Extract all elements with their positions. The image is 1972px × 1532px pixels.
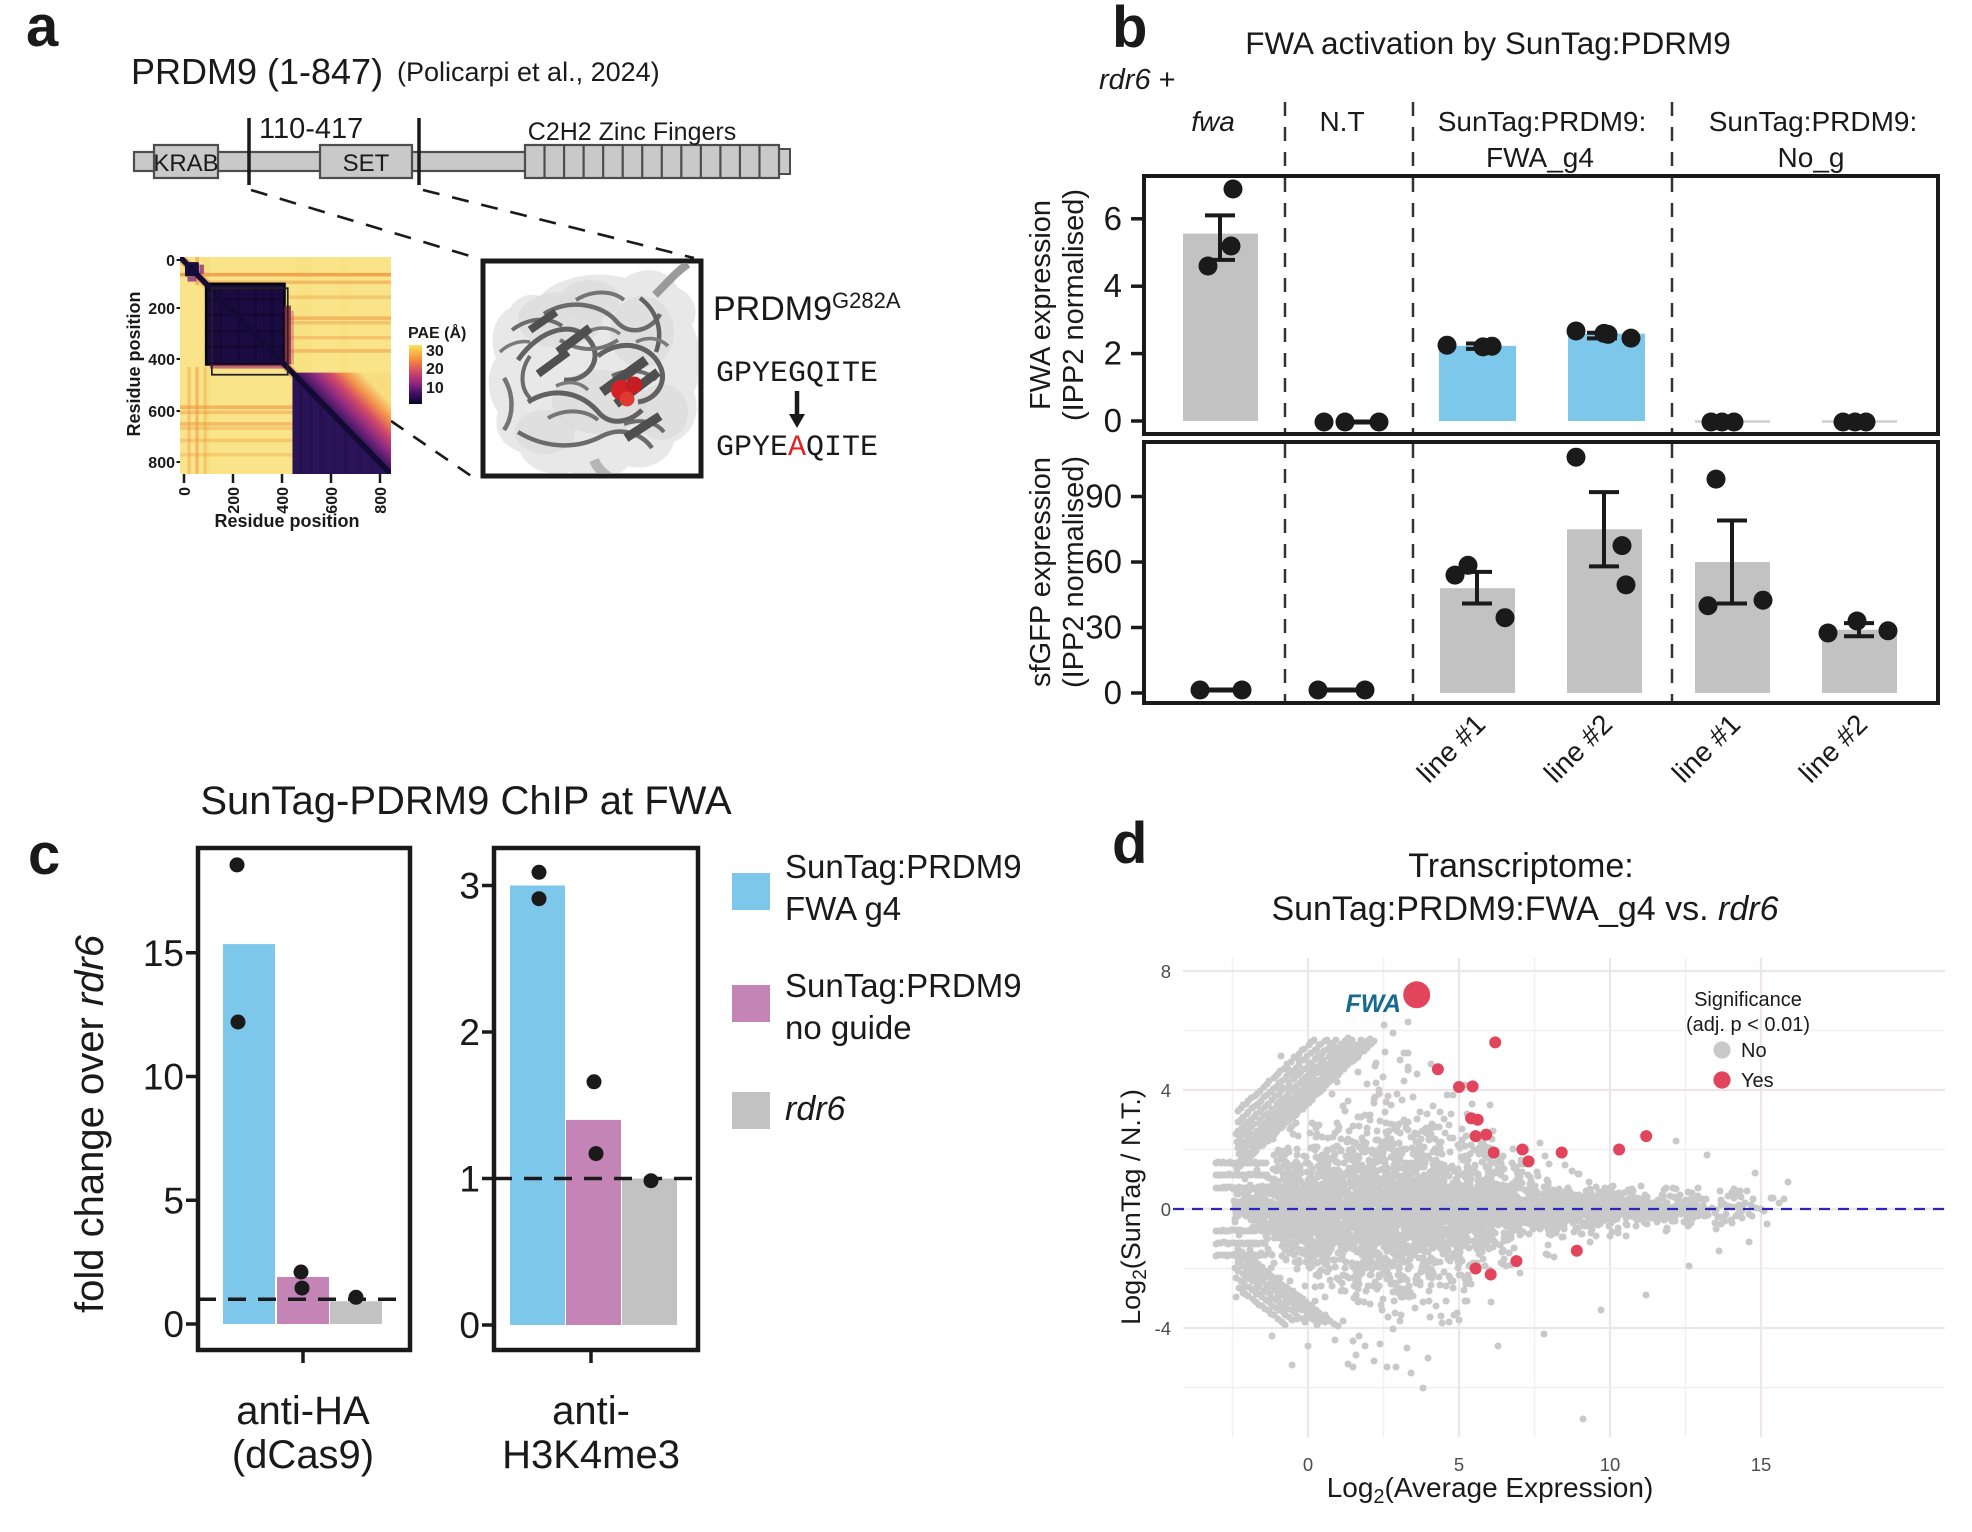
svg-text:30: 30 xyxy=(1085,609,1122,646)
svg-text:0: 0 xyxy=(1104,402,1122,439)
svg-text:0: 0 xyxy=(1104,674,1122,711)
svg-text:GPYEAQITE: GPYEAQITE xyxy=(716,431,878,465)
svg-text:FWA_g4: FWA_g4 xyxy=(1486,142,1594,173)
svg-text:Residue position: Residue position xyxy=(124,291,144,436)
svg-text:SunTag-PDRM9 ChIP at FWA: SunTag-PDRM9 ChIP at FWA xyxy=(200,779,732,823)
svg-text:SET: SET xyxy=(343,150,390,177)
svg-text:20: 20 xyxy=(426,361,444,378)
svg-text:8: 8 xyxy=(1161,961,1171,982)
svg-text:FWA g4: FWA g4 xyxy=(785,890,901,927)
svg-text:0: 0 xyxy=(163,1304,184,1345)
svg-text:(IPP2 normalised): (IPP2 normalised) xyxy=(1058,189,1090,421)
svg-text:Transcriptome:: Transcriptome: xyxy=(1408,847,1633,885)
svg-text:Yes: Yes xyxy=(1741,1070,1774,1092)
svg-text:5: 5 xyxy=(1454,1454,1464,1475)
svg-text:fold change over rdr6: fold change over rdr6 xyxy=(68,934,112,1313)
svg-text:4: 4 xyxy=(1161,1080,1171,1101)
svg-text:d: d xyxy=(1112,811,1147,876)
svg-text:10: 10 xyxy=(1600,1454,1621,1475)
svg-text:15: 15 xyxy=(143,933,184,974)
svg-text:(IPP2 normalised): (IPP2 normalised) xyxy=(1058,456,1090,688)
svg-text:No: No xyxy=(1741,1040,1767,1062)
svg-text:15: 15 xyxy=(1751,1454,1772,1475)
svg-text:Log2(SunTag / N.T.): Log2(SunTag / N.T.) xyxy=(1116,1089,1151,1325)
svg-text:SunTag:PRDM9:FWA_g4 vs. rdr6: SunTag:PRDM9:FWA_g4 vs. rdr6 xyxy=(1271,890,1778,928)
svg-text:400: 400 xyxy=(275,487,292,514)
svg-text:800: 800 xyxy=(373,487,390,514)
svg-text:FWA expression: FWA expression xyxy=(1025,200,1057,410)
svg-text:Residue position: Residue position xyxy=(214,511,359,531)
svg-text:2: 2 xyxy=(1104,335,1122,372)
svg-text:3: 3 xyxy=(459,866,480,907)
svg-text:H3K4me3: H3K4me3 xyxy=(502,1433,680,1477)
svg-text:2: 2 xyxy=(459,1012,480,1053)
svg-text:110-417: 110-417 xyxy=(259,113,363,145)
svg-text:anti-: anti- xyxy=(552,1389,630,1433)
svg-text:0: 0 xyxy=(1303,1454,1313,1475)
svg-text:400: 400 xyxy=(148,352,175,369)
svg-text:0: 0 xyxy=(459,1305,480,1346)
svg-text:a: a xyxy=(26,0,59,59)
svg-text:10: 10 xyxy=(143,1057,184,1098)
svg-text:-4: -4 xyxy=(1155,1318,1171,1339)
svg-text:(dCas9): (dCas9) xyxy=(232,1433,374,1477)
svg-text:SunTag:PRDM9: SunTag:PRDM9 xyxy=(785,848,1022,885)
svg-text:60: 60 xyxy=(1085,543,1122,580)
svg-text:SunTag:PRDM9:: SunTag:PRDM9: xyxy=(1438,106,1647,137)
svg-text:FWA: FWA xyxy=(1345,990,1401,1018)
svg-text:4: 4 xyxy=(1104,267,1122,304)
svg-text:rdr6 +: rdr6 + xyxy=(1099,64,1176,96)
svg-text:90: 90 xyxy=(1085,478,1122,515)
svg-text:800: 800 xyxy=(148,455,175,472)
svg-text:0: 0 xyxy=(166,253,175,270)
svg-text:FWA activation by SunTag:PDRM9: FWA activation by SunTag:PDRM9 xyxy=(1245,25,1731,61)
svg-text:0: 0 xyxy=(1161,1199,1171,1220)
svg-text:no guide: no guide xyxy=(785,1009,912,1046)
svg-text:1: 1 xyxy=(459,1159,480,1200)
svg-text:600: 600 xyxy=(148,404,175,421)
svg-text:anti-HA: anti-HA xyxy=(236,1389,370,1433)
svg-text:600: 600 xyxy=(324,487,341,514)
svg-text:fwa: fwa xyxy=(1191,106,1235,137)
svg-text:C2H2 Zinc Fingers: C2H2 Zinc Fingers xyxy=(528,118,736,146)
svg-text:Significance: Significance xyxy=(1694,989,1802,1011)
svg-text:(Policarpi et al., 2024): (Policarpi et al., 2024) xyxy=(397,57,660,87)
svg-text:PRDM9 (1-847): PRDM9 (1-847) xyxy=(131,51,383,92)
svg-text:No_g: No_g xyxy=(1778,142,1845,173)
svg-text:30: 30 xyxy=(426,343,444,360)
svg-text:(adj. p < 0.01): (adj. p < 0.01) xyxy=(1686,1014,1810,1036)
svg-text:PRDM9G282A: PRDM9G282A xyxy=(713,288,901,329)
svg-text:200: 200 xyxy=(148,301,175,318)
svg-text:10: 10 xyxy=(426,380,444,397)
svg-text:PAE (Å): PAE (Å) xyxy=(408,323,466,342)
svg-text:6: 6 xyxy=(1104,200,1122,237)
svg-text:c: c xyxy=(28,822,60,887)
svg-text:200: 200 xyxy=(226,487,243,514)
svg-text:sfGFP expression: sfGFP expression xyxy=(1025,457,1057,687)
svg-text:GPYEGQITE: GPYEGQITE xyxy=(716,357,878,391)
svg-text:KRAB: KRAB xyxy=(153,150,218,177)
svg-text:N.T: N.T xyxy=(1319,106,1364,137)
svg-text:b: b xyxy=(1112,0,1147,60)
svg-text:5: 5 xyxy=(163,1180,184,1221)
svg-text:SunTag:PRDM9:: SunTag:PRDM9: xyxy=(1709,106,1918,137)
svg-text:rdr6: rdr6 xyxy=(785,1090,846,1128)
svg-text:0: 0 xyxy=(177,487,194,496)
svg-text:SunTag:PRDM9: SunTag:PRDM9 xyxy=(785,967,1022,1004)
